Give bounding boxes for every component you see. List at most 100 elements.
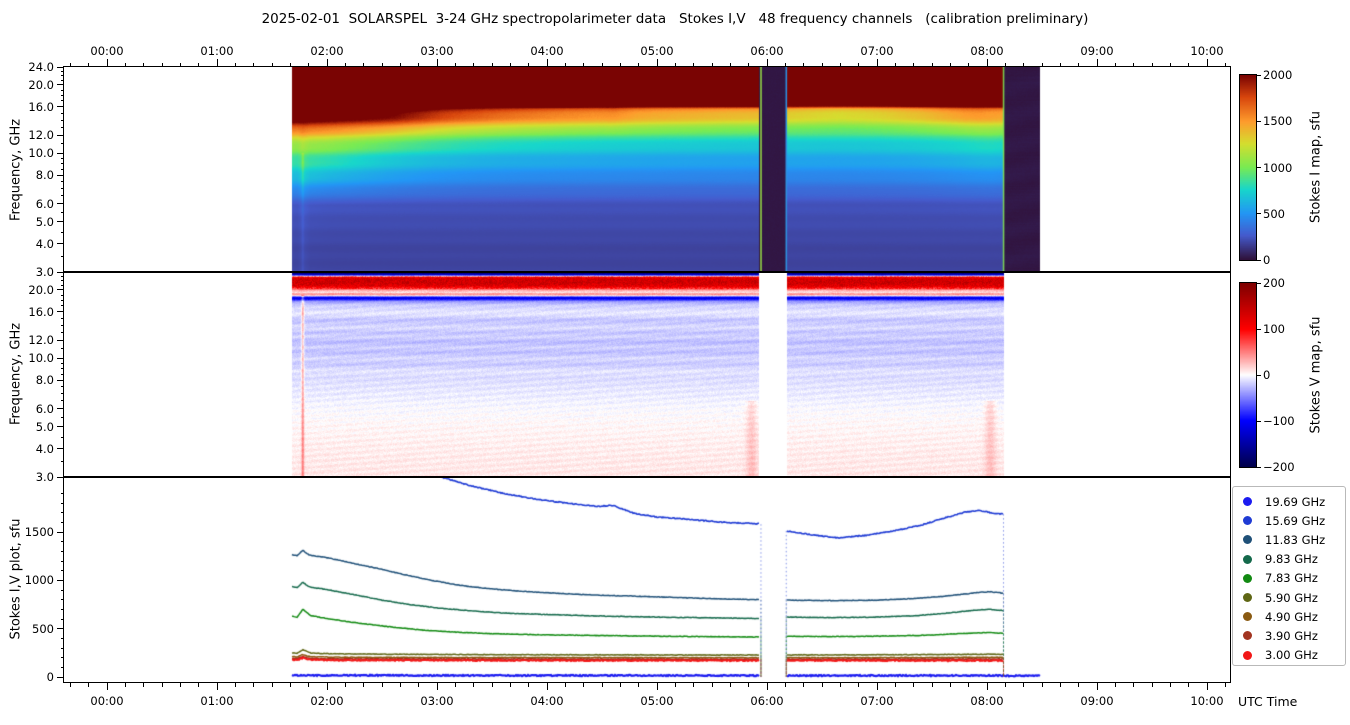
time-minor-tick-bottom [88, 683, 90, 687]
freq-minor-tick [60, 362, 64, 364]
time-major-tick-top [876, 59, 878, 66]
time-minor-tick-top [748, 62, 750, 66]
cbar-v-tick-label: 100 [1263, 322, 1285, 336]
time-tick-label-bottom: 08:00 [970, 694, 1004, 708]
time-minor-tick-top [381, 62, 383, 66]
time-tick-label-top: 07:00 [860, 44, 894, 58]
time-minor-tick-bottom [858, 683, 860, 687]
time-minor-tick-top [839, 62, 841, 66]
time-minor-tick-bottom [1188, 683, 1190, 687]
cbar-v-tick-label: −200 [1263, 460, 1295, 474]
time-tick-label-bottom: 07:00 [860, 694, 894, 708]
freq-minor-tick [60, 70, 64, 72]
freq-minor-tick [60, 386, 64, 388]
time-minor-tick-bottom [1059, 683, 1061, 687]
time-minor-tick-bottom [968, 683, 970, 687]
plot-minor-tick [60, 608, 64, 610]
time-minor-tick-bottom [638, 683, 640, 687]
time-minor-tick-bottom [161, 683, 163, 687]
freq-minor-tick [60, 187, 64, 189]
freq-major-tick [57, 66, 64, 68]
cbar-v-tick [1257, 374, 1261, 376]
freq-minor-tick [60, 94, 64, 96]
freq-tick-label: 16.0 [28, 99, 54, 114]
plot-tick-label: 1000 [24, 573, 54, 588]
time-minor-tick-bottom [729, 683, 731, 687]
time-minor-tick-top [88, 62, 90, 66]
legend-item: 19.69 GHz [1243, 492, 1345, 511]
freq-minor-tick [60, 324, 64, 326]
cbar-i-tick [1257, 120, 1261, 122]
plot-minor-tick [60, 512, 64, 514]
time-minor-tick-bottom [528, 683, 530, 687]
time-minor-tick-top [583, 62, 585, 66]
time-minor-tick-bottom [124, 683, 126, 687]
freq-minor-tick [60, 100, 64, 102]
time-tick-label-top: 10:00 [1190, 44, 1224, 58]
time-minor-tick-bottom [913, 683, 915, 687]
time-minor-tick-top [124, 62, 126, 66]
freq-major-tick [57, 203, 64, 205]
plot-minor-tick [60, 666, 64, 668]
time-minor-tick-bottom [454, 683, 456, 687]
time-minor-tick-top [234, 62, 236, 66]
cbar-v-tick [1257, 328, 1261, 330]
time-major-tick-top [326, 59, 328, 66]
time-minor-tick-bottom [1078, 683, 1080, 687]
time-minor-tick-bottom [381, 683, 383, 687]
time-minor-tick-bottom [1041, 683, 1043, 687]
freq-major-tick [57, 357, 64, 359]
time-minor-tick-bottom [711, 683, 713, 687]
legend-label: 15.69 GHz [1265, 513, 1326, 528]
time-minor-tick-top [289, 62, 291, 66]
time-minor-tick-bottom [399, 683, 401, 687]
time-tick-label-top: 01:00 [200, 44, 234, 58]
freq-minor-tick [60, 119, 64, 121]
cbar-i-tick [1257, 213, 1261, 215]
freq-minor-tick [60, 181, 64, 183]
cbar-v-tick [1257, 282, 1261, 284]
time-tick-label-top: 00:00 [90, 44, 124, 58]
legend-dot-icon [1243, 612, 1252, 622]
time-minor-tick-top [821, 62, 823, 66]
time-minor-tick-bottom [583, 683, 585, 687]
freq-minor-tick [60, 400, 64, 402]
cbar-v-tick [1257, 466, 1261, 468]
time-minor-tick-top [711, 62, 713, 66]
legend-dot-icon [1243, 631, 1252, 641]
time-tick-label-top: 02:00 [310, 44, 344, 58]
time-major-tick-bottom [1206, 683, 1208, 690]
legend-item: 7.83 GHz [1243, 569, 1345, 588]
freq-major-tick [57, 339, 64, 341]
cbar-v-tick-label: 200 [1263, 276, 1285, 290]
time-minor-tick-top [399, 62, 401, 66]
plot-tick-label: 1500 [24, 525, 54, 539]
freq-major-tick [57, 243, 64, 245]
time-minor-tick-top [931, 62, 933, 66]
time-major-tick-bottom [876, 683, 878, 690]
freq-major-tick [57, 271, 64, 273]
time-minor-tick-bottom [784, 683, 786, 687]
time-minor-tick-top [161, 62, 163, 66]
time-major-tick-bottom [326, 683, 328, 690]
cbar-i-tick [1257, 167, 1261, 168]
stokes-iv-lineplot-canvas [64, 477, 1230, 682]
legend-label: 3.90 GHz [1265, 628, 1318, 643]
time-minor-tick-top [968, 62, 970, 66]
freq-major-tick [57, 134, 64, 136]
plot-minor-tick [60, 521, 64, 523]
time-minor-tick-top [1078, 62, 1080, 66]
time-minor-tick-bottom [308, 683, 310, 687]
time-tick-label-bottom: 09:00 [1080, 694, 1114, 708]
time-major-tick-bottom [436, 683, 438, 690]
time-minor-tick-bottom [894, 683, 896, 687]
time-minor-tick-bottom [1023, 683, 1025, 687]
freq-minor-tick [60, 163, 64, 165]
time-minor-tick-bottom [509, 683, 511, 687]
freq-minor-tick [60, 368, 64, 370]
legend-label: 4.90 GHz [1265, 609, 1318, 624]
freq-major-tick [57, 221, 64, 223]
plot-minor-tick [60, 560, 64, 562]
time-tick-label-top: 03:00 [420, 44, 454, 58]
freq-tick-label: 20.0 [28, 282, 54, 297]
